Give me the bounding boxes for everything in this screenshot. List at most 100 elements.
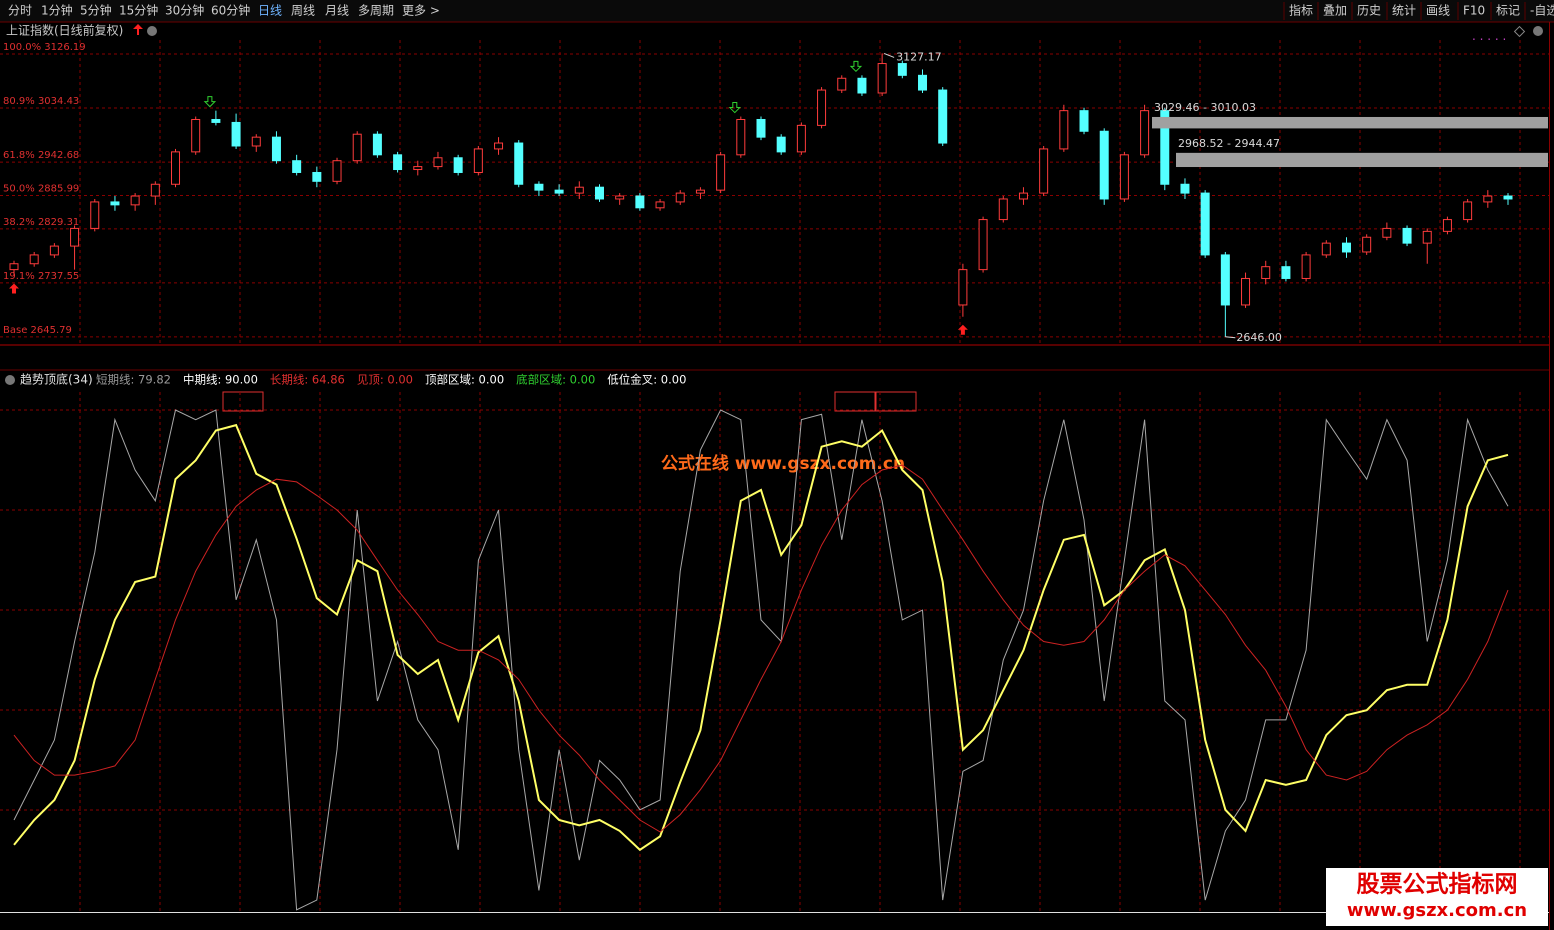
candle-body bbox=[1099, 130, 1109, 200]
toolbar-tab[interactable]: 月线 bbox=[325, 4, 349, 18]
level-label: 80.9% 3034.43 bbox=[3, 96, 79, 107]
logo-box bbox=[1326, 868, 1548, 926]
price-zone bbox=[1176, 152, 1548, 168]
candle-body bbox=[9, 263, 19, 271]
watermark: 公式在线 www.gszx.com.cn bbox=[661, 453, 905, 474]
candle-body bbox=[171, 151, 181, 185]
toolbar-tab[interactable]: 15分钟 bbox=[119, 3, 158, 18]
menu-icon[interactable] bbox=[1533, 26, 1543, 36]
candle-body bbox=[958, 269, 968, 306]
candle-body bbox=[554, 189, 564, 194]
candle-body bbox=[1503, 195, 1513, 200]
menu-icon[interactable] bbox=[5, 375, 15, 385]
toolbar-button[interactable]: -自选 bbox=[1530, 4, 1554, 18]
candle-body bbox=[231, 121, 241, 147]
candle-body bbox=[1059, 110, 1069, 150]
candle-body bbox=[1200, 192, 1210, 256]
candle-body bbox=[514, 142, 524, 185]
candle-body bbox=[978, 219, 988, 271]
sell-arrow bbox=[849, 60, 863, 73]
indicator-line bbox=[13, 409, 1509, 911]
candle-body bbox=[393, 154, 403, 171]
toolbar-button[interactable]: 历史 bbox=[1357, 4, 1381, 18]
legend-entry: 顶部区域: 0.00 bbox=[425, 373, 504, 387]
candle-body bbox=[332, 160, 342, 182]
toolbar-tab[interactable]: 日线 bbox=[258, 4, 282, 18]
level-label: Base 2645.79 bbox=[3, 325, 72, 336]
candle-body bbox=[413, 166, 423, 171]
candle-body bbox=[1321, 242, 1331, 256]
candle-body bbox=[1362, 236, 1372, 253]
candle-body bbox=[615, 195, 625, 200]
candle-body bbox=[716, 154, 726, 191]
candle-body bbox=[817, 89, 827, 126]
logo-url: www.gszx.com.cn bbox=[1347, 900, 1527, 921]
candle-body bbox=[1140, 110, 1150, 156]
candle-body bbox=[1079, 110, 1089, 132]
candle-body bbox=[837, 77, 847, 91]
candle-body bbox=[271, 136, 281, 162]
candle-body bbox=[372, 133, 382, 156]
toolbar-tab[interactable]: 多周期 bbox=[358, 4, 394, 18]
toolbar-tab[interactable]: 分时 bbox=[8, 4, 32, 18]
toolbar-button[interactable]: 叠加 bbox=[1323, 4, 1347, 18]
sell-arrow bbox=[728, 102, 742, 114]
candle-body bbox=[494, 142, 504, 150]
candle-body bbox=[574, 186, 584, 194]
candle-body bbox=[1463, 201, 1473, 221]
indicator-title: 趋势顶底(34) bbox=[20, 372, 93, 387]
toolbar-bg bbox=[0, 0, 1554, 22]
diamond-icon[interactable] bbox=[1513, 25, 1526, 38]
toolbar-button[interactable]: F10 bbox=[1463, 4, 1485, 18]
menu-icon[interactable] bbox=[147, 26, 157, 36]
level-label: 38.2% 2829.31 bbox=[3, 217, 79, 228]
candle-body bbox=[675, 192, 685, 203]
candle-body bbox=[1382, 227, 1392, 238]
legend-entry: 低位金叉: 0.00 bbox=[607, 373, 686, 387]
candle-body bbox=[130, 195, 140, 206]
candle-body bbox=[1160, 110, 1170, 185]
candle-body bbox=[1341, 242, 1351, 253]
legend-entry: 见顶: 0.00 bbox=[357, 373, 413, 387]
candle-body bbox=[1422, 230, 1432, 244]
toolbar-tab[interactable]: 30分钟 bbox=[165, 3, 204, 18]
candle-body bbox=[251, 136, 261, 147]
toolbar-button[interactable]: 画线 bbox=[1426, 4, 1450, 18]
toolbar-button[interactable]: 标记 bbox=[1496, 4, 1520, 18]
candle-body bbox=[534, 183, 544, 191]
candle-body bbox=[352, 133, 362, 162]
candle-body bbox=[857, 77, 867, 94]
candle-body bbox=[453, 157, 463, 173]
candle-body bbox=[70, 227, 80, 247]
candle-body bbox=[433, 157, 443, 168]
toolbar-tab[interactable]: 1分钟 bbox=[41, 3, 73, 18]
buy-arrow bbox=[957, 324, 968, 335]
toolbar-button[interactable]: 统计 bbox=[1392, 4, 1416, 18]
toolbar-tab[interactable]: 更多 > bbox=[402, 4, 440, 18]
level-label: 100.0% 3126.19 bbox=[3, 42, 86, 53]
toolbar-tab[interactable]: 60分钟 bbox=[211, 3, 250, 18]
candle-body bbox=[918, 74, 928, 91]
candle-body bbox=[897, 63, 907, 76]
legend-entry: 底部区域: 0.00 bbox=[516, 373, 595, 387]
candle-body bbox=[292, 160, 302, 173]
indicator-line bbox=[13, 423, 1509, 852]
logo-title: 股票公式指标网 bbox=[1357, 872, 1518, 898]
toolbar-tab[interactable]: 周线 bbox=[291, 4, 315, 18]
candle-body bbox=[211, 118, 221, 123]
signal-box bbox=[875, 391, 917, 412]
candle-body bbox=[312, 171, 322, 182]
signal-box bbox=[834, 391, 876, 412]
candle-body bbox=[1180, 183, 1190, 194]
price-zone bbox=[1152, 116, 1548, 129]
candle-body bbox=[49, 245, 59, 256]
annotation: 3127.17 bbox=[896, 50, 942, 63]
dots: · · · · · bbox=[1472, 33, 1506, 47]
toolbar-button[interactable]: 指标 bbox=[1289, 3, 1313, 18]
toolbar-tab[interactable]: 5分钟 bbox=[80, 3, 112, 18]
candle-body bbox=[1442, 219, 1452, 232]
candle-body bbox=[1281, 266, 1291, 279]
legend-entry: 长期线: 64.86 bbox=[270, 373, 345, 387]
indicator-line bbox=[13, 464, 1509, 833]
